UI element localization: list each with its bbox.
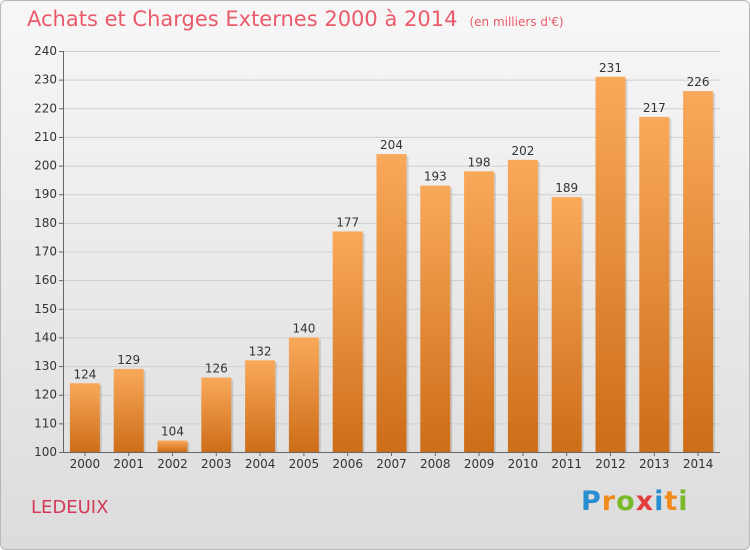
bar — [420, 186, 450, 452]
y-tick-label: 190 — [34, 187, 57, 201]
x-tick-label: 2013 — [639, 457, 670, 471]
x-tick-label: 2004 — [245, 457, 276, 471]
bar — [508, 160, 538, 452]
value-label: 126 — [205, 362, 228, 376]
y-tick-label: 240 — [34, 44, 57, 58]
logo-letter: o — [616, 486, 636, 517]
y-tick-label: 220 — [34, 101, 57, 115]
bar-chart: 100 110 120 130 140 150 160 170 180 190 200 210 220 2… — [1, 1, 750, 550]
proxiti-logo: Proxiti — [581, 486, 689, 517]
value-label: 226 — [687, 75, 710, 89]
bar — [552, 197, 582, 452]
x-tick-label: 2001 — [113, 457, 144, 471]
value-label: 124 — [73, 367, 96, 381]
logo-letter: x — [636, 486, 654, 517]
bar — [639, 117, 669, 452]
value-label: 202 — [511, 144, 534, 158]
value-label: 140 — [292, 321, 315, 335]
y-tick-label: 150 — [34, 302, 57, 316]
bar — [464, 171, 494, 452]
y-tick-label: 130 — [34, 359, 57, 373]
logo-letter: P — [581, 486, 602, 517]
value-label: 217 — [643, 101, 666, 115]
x-tick-label: 2014 — [683, 457, 714, 471]
x-tick-label: 2003 — [201, 457, 232, 471]
y-tick-label: 120 — [34, 388, 57, 402]
bar — [333, 231, 363, 452]
y-tick-label: 140 — [34, 330, 57, 344]
y-tick-label: 110 — [34, 416, 57, 430]
value-label: 189 — [555, 181, 578, 195]
logo-letter: r — [602, 486, 616, 517]
x-tick-label: 2005 — [289, 457, 320, 471]
y-tick-label: 230 — [34, 73, 57, 87]
chart-frame: Achats et Charges Externes 2000 à 2014 (e… — [0, 0, 750, 550]
x-tick-label: 2011 — [551, 457, 582, 471]
logo-letter: t — [664, 486, 678, 517]
y-tick-label: 160 — [34, 273, 57, 287]
bar — [158, 441, 188, 452]
x-tick-label: 2010 — [508, 457, 539, 471]
x-tick-label: 2008 — [420, 457, 451, 471]
logo-letter: i — [678, 486, 688, 517]
bar — [683, 91, 713, 452]
y-tick-label: 200 — [34, 159, 57, 173]
commune-name: LEDEUIX — [31, 497, 108, 518]
x-tick-label: 2012 — [595, 457, 626, 471]
value-label: 204 — [380, 138, 403, 152]
bar — [377, 154, 407, 452]
bar — [289, 337, 319, 452]
x-tick-label: 2007 — [376, 457, 407, 471]
y-tick-label: 180 — [34, 216, 57, 230]
logo-letter: i — [654, 486, 664, 517]
value-label: 132 — [249, 344, 272, 358]
bar — [596, 77, 626, 452]
bar — [70, 383, 100, 452]
value-label: 129 — [117, 353, 140, 367]
bar — [245, 360, 275, 452]
x-tick-label: 2002 — [157, 457, 188, 471]
value-label: 198 — [468, 155, 491, 169]
x-tick-label: 2006 — [332, 457, 363, 471]
bar — [114, 369, 144, 452]
y-tick-label: 100 — [34, 445, 57, 459]
y-tick-label: 210 — [34, 130, 57, 144]
value-label: 231 — [599, 61, 622, 75]
y-tick-label: 170 — [34, 245, 57, 259]
x-tick-label: 2009 — [464, 457, 495, 471]
bars — [70, 77, 715, 452]
bar — [201, 378, 231, 452]
value-label: 104 — [161, 425, 184, 439]
x-tick-label: 2000 — [70, 457, 101, 471]
value-label: 177 — [336, 215, 359, 229]
value-label: 193 — [424, 170, 447, 184]
